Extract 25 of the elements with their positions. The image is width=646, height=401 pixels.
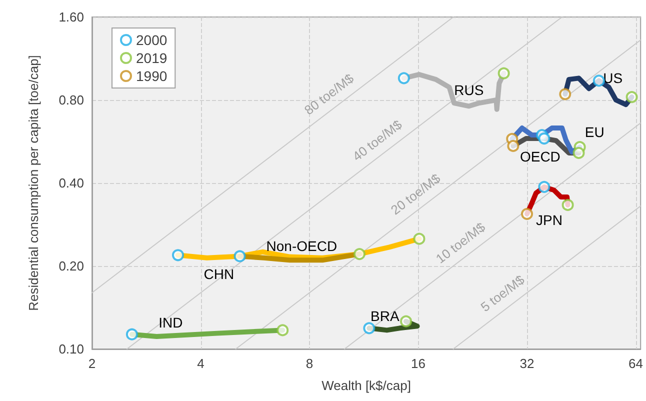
- series-label: US: [603, 70, 623, 86]
- legend-label: 1990: [136, 68, 168, 84]
- y-tick-label: 0.20: [58, 258, 84, 274]
- series-label: BRA: [370, 308, 400, 324]
- series-label: CHN: [204, 266, 234, 282]
- y-axis-title: Residential consumption per capita [toe/cap]: [26, 55, 41, 311]
- y-tick-label: 0.40: [58, 176, 84, 190]
- series-label: RUS: [454, 82, 484, 98]
- x-tick-label: 16: [411, 356, 426, 371]
- series-label: EU: [584, 124, 604, 140]
- y-tick-label: 0.10: [58, 342, 84, 356]
- series-label: IND: [158, 314, 183, 331]
- x-tick-label: 8: [306, 356, 314, 371]
- x-axis-title: Wealth [k$/cap]: [322, 378, 411, 393]
- legend-label: 2000: [136, 32, 168, 48]
- x-tick-label: 4: [197, 356, 204, 371]
- x-tick-label: 2: [88, 356, 96, 371]
- series-label: Non-OECD: [266, 238, 338, 254]
- y-tick-label: 0.80: [58, 92, 84, 108]
- y-tick-label: 1.60: [58, 10, 84, 24]
- legend-label: 2019: [136, 50, 168, 66]
- series-label: OECD: [520, 148, 560, 165]
- x-tick-label: 32: [520, 356, 534, 371]
- x-tick-label: 64: [628, 356, 644, 371]
- series-label: JPN: [536, 212, 562, 228]
